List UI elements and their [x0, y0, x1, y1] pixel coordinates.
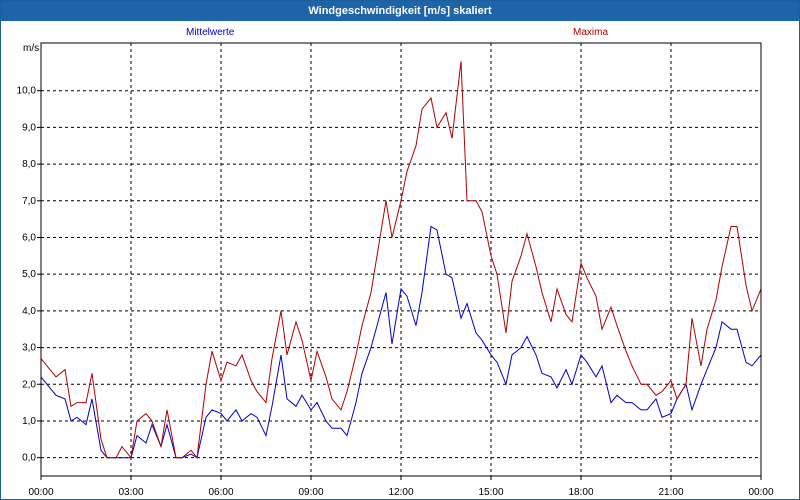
x-tick-time-label: 12:00 [388, 487, 413, 498]
y-tick-label: 6,0 [22, 232, 36, 243]
y-tick-label: 7,0 [22, 196, 36, 207]
y-tick-label: 8,0 [22, 159, 36, 170]
series-line-maxima [40, 61, 762, 459]
x-tick-time-label: 15:00 [478, 487, 503, 498]
x-tick-time-label: 21:00 [658, 487, 683, 498]
x-tick-time-label: 06:00 [208, 487, 233, 498]
series-lines [40, 61, 762, 459]
y-tick-label: 4,0 [22, 306, 36, 317]
y-axis-ticks: 0,0 1,0 2,0 3,0 4,0 5,0 6,0 7,0 8,0 9,0 10,0 [17, 86, 41, 464]
y-tick-label: 1,0 [22, 416, 36, 427]
wind-speed-chart: m/s Mittelwerte Maxima 0,0 1,0 2,0 3,0 4,0 5,… [17, 27, 774, 498]
y-axis-unit-label: m/s [23, 43, 39, 54]
x-tick-time-label: 09:00 [298, 487, 323, 498]
y-tick-label: 5,0 [22, 269, 36, 280]
x-tick-time-label: 18:00 [568, 487, 593, 498]
x-tick-time-label: 00:00 [28, 487, 53, 498]
plot-frame [40, 42, 762, 477]
x-tick-time-label: 00:00 [748, 487, 773, 498]
y-tick-label: 0,0 [22, 453, 36, 464]
legend-mittelwerte: Mittelwerte [186, 27, 235, 38]
legend-maxima: Maxima [573, 27, 608, 38]
y-tick-label: 2,0 [22, 379, 36, 390]
x-tick-time-label: 03:00 [118, 487, 143, 498]
x-axis-ticks: 00:0018.04.2003:0018.04.2006:0018.04.200… [28, 476, 774, 498]
y-tick-label: 10,0 [17, 86, 37, 97]
window-title: Windgeschwindigkeit [m/s] skaliert [1, 1, 799, 21]
y-tick-label: 9,0 [22, 122, 36, 133]
y-tick-label: 3,0 [22, 343, 36, 354]
grid [41, 43, 761, 476]
